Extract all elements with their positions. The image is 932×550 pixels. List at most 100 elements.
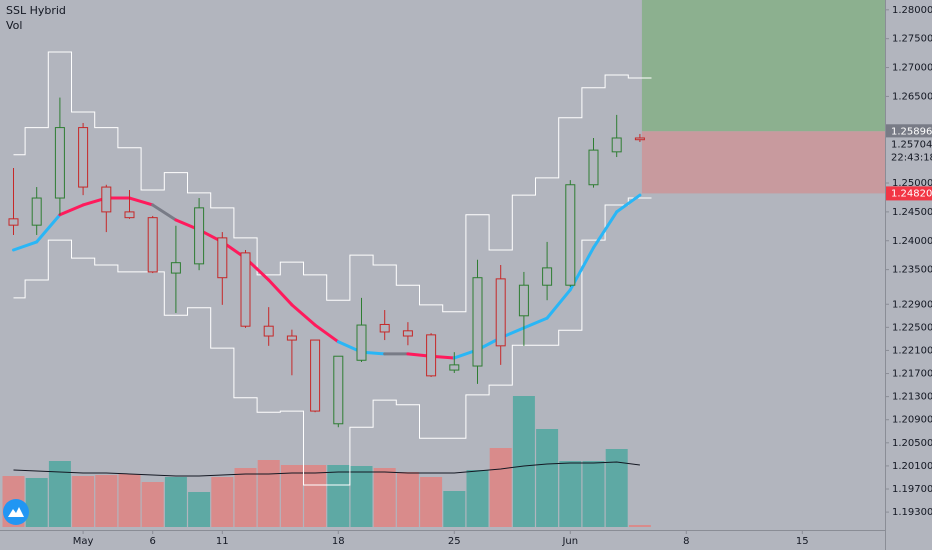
candle-body xyxy=(310,339,321,412)
baseline-segment xyxy=(290,303,317,327)
candle-body xyxy=(147,217,158,273)
y-tick-label: 1.22900 xyxy=(892,299,932,310)
logo[interactable] xyxy=(3,499,29,525)
candle-body xyxy=(31,197,42,226)
volume-bar xyxy=(211,477,234,527)
candle-body xyxy=(379,323,390,333)
baseline-segment xyxy=(35,213,62,244)
volume-bar xyxy=(257,460,280,527)
last-price-label: 1.25704 xyxy=(891,139,932,150)
baseline-segment xyxy=(58,203,85,217)
entry-tag xyxy=(886,124,932,139)
volume-bar xyxy=(164,477,187,527)
x-tick-label: 15 xyxy=(796,536,809,547)
baseline-segment xyxy=(615,193,642,214)
volume-bar xyxy=(234,468,257,527)
y-tick-label: 1.21700 xyxy=(892,369,932,380)
x-tick-label: 11 xyxy=(216,536,229,547)
volume-ma xyxy=(13,461,640,477)
volume-bar xyxy=(188,492,211,527)
x-tick-label: 25 xyxy=(448,536,461,547)
candle-body xyxy=(194,207,205,265)
volume-bar xyxy=(396,472,419,527)
x-tick-label: 6 xyxy=(150,536,156,547)
candle-body xyxy=(542,267,553,286)
candle-body xyxy=(426,334,437,377)
logo-mark[interactable] xyxy=(8,507,24,517)
y-tick-label: 1.27500 xyxy=(892,34,932,45)
volume-bar xyxy=(327,465,350,527)
stop-tag xyxy=(886,186,932,201)
indicator-legend: Vol xyxy=(6,19,22,32)
y-tick-label: 1.20100 xyxy=(892,461,932,472)
y-tick-label: 1.25000 xyxy=(892,178,932,189)
y-tick-label: 1.20900 xyxy=(892,415,932,426)
y-tick-label: 1.24000 xyxy=(892,236,932,247)
candle-body xyxy=(356,324,367,361)
volume-bar xyxy=(559,461,582,527)
candle-body xyxy=(78,127,89,188)
candle-body xyxy=(518,284,529,317)
plot-area xyxy=(2,0,885,527)
baseline-segment xyxy=(313,323,340,344)
candle-body xyxy=(611,137,622,153)
stop-tag-label: 1.24820 xyxy=(891,188,932,199)
volume-bar xyxy=(582,461,605,527)
y-tick-label: 1.22100 xyxy=(892,345,932,356)
countdown-label: 22:43:18 xyxy=(891,152,932,163)
volume-bar xyxy=(48,461,71,527)
x-tick-label: May xyxy=(73,536,94,547)
y-tick-label: 1.24500 xyxy=(892,207,932,218)
y-tick-label: 1.28000 xyxy=(892,5,932,16)
baseline-segment xyxy=(12,240,39,252)
x-tick-label: Jun xyxy=(561,536,578,547)
candle-body xyxy=(495,278,506,347)
volume-bar xyxy=(420,477,443,527)
volume-bar xyxy=(304,465,327,527)
baseline-segment xyxy=(128,196,155,207)
volume-bar xyxy=(512,396,535,527)
x-tick-label: 18 xyxy=(332,536,345,547)
candle-body xyxy=(124,211,135,219)
logo-circle[interactable] xyxy=(3,499,29,525)
target-zone xyxy=(641,0,885,132)
entry-tag-label: 1.25896 xyxy=(891,126,932,137)
y-tick-label: 1.19700 xyxy=(892,484,932,495)
candle-body xyxy=(286,335,297,341)
y-tick-label: 1.19300 xyxy=(892,507,932,518)
candle-body xyxy=(634,137,645,141)
volume-bar xyxy=(489,448,512,527)
y-tick-label: 1.23500 xyxy=(892,265,932,276)
volume-bar xyxy=(118,474,141,527)
candle-body xyxy=(565,184,576,286)
baseline-segment xyxy=(267,278,294,307)
candle-body xyxy=(588,149,599,186)
candle-body xyxy=(217,237,228,279)
candle-body xyxy=(263,325,274,337)
candle-body xyxy=(449,364,460,371)
volume-bar xyxy=(466,470,489,527)
y-tick-label: 1.27000 xyxy=(892,63,932,74)
volume-bar xyxy=(95,475,118,527)
y-tick-label: 1.22500 xyxy=(892,322,932,333)
candle-body xyxy=(472,277,483,367)
baseline-segment xyxy=(592,210,619,250)
candle-body xyxy=(240,252,251,327)
baseline-segment xyxy=(545,288,572,320)
baseline-segment xyxy=(151,203,178,222)
indicator-legend: SSL Hybrid xyxy=(6,4,66,17)
y-tick-label: 1.26500 xyxy=(892,91,932,102)
volume-bar xyxy=(628,525,651,527)
candle-body xyxy=(101,186,112,213)
y-tick-label: 1.21300 xyxy=(892,392,932,403)
volume-bar xyxy=(141,482,164,527)
lower-band xyxy=(13,197,652,486)
x-tick-label: 8 xyxy=(683,536,689,547)
volume-bar xyxy=(605,449,628,527)
volume-bar xyxy=(25,478,48,527)
volume-bar xyxy=(280,465,303,527)
volume-bar xyxy=(373,468,396,527)
volume-bar xyxy=(72,476,95,527)
candle-body xyxy=(333,355,344,425)
